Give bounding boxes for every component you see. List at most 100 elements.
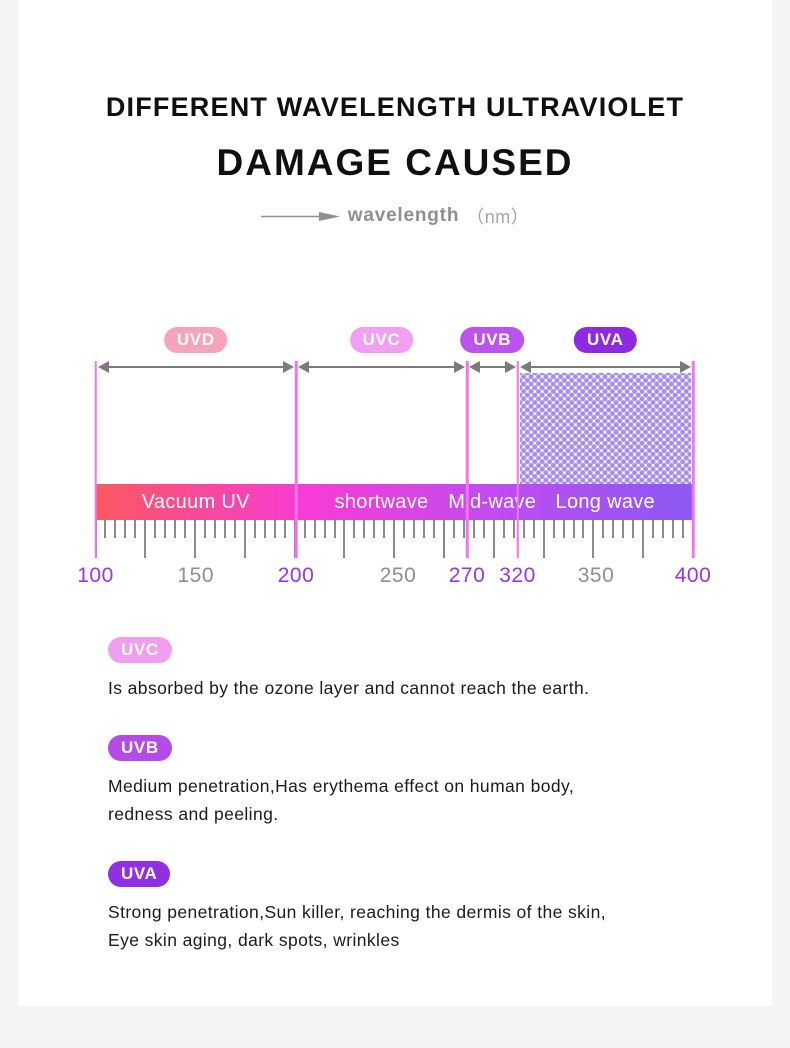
ruler-tick	[423, 520, 426, 538]
ruler-tick	[134, 520, 137, 538]
band-badge-uvc: UVC	[349, 327, 414, 353]
bar-label-uvc: shortwave	[334, 491, 429, 513]
ruler-tick	[293, 520, 296, 558]
spectrum-bar	[95, 484, 693, 520]
boundary-line-100nm	[94, 361, 97, 558]
band-badge-uvb: UVB	[460, 327, 525, 353]
ruler-tick	[602, 520, 605, 538]
axis-number-150: 150	[177, 564, 215, 587]
ruler-tick	[174, 520, 177, 538]
ruler-tick	[214, 520, 216, 538]
ruler-tick	[592, 520, 595, 558]
ruler-tick	[363, 520, 366, 538]
ruler-tick	[253, 520, 256, 538]
ruler-tick	[492, 520, 495, 558]
ruler-tick	[642, 520, 645, 558]
descriptions-list: UVC Is absorbed by the ozone layer and ca…	[108, 637, 748, 987]
ruler-tick	[522, 520, 525, 538]
ruler-tick	[393, 520, 396, 558]
axis-number-320: 320	[499, 564, 536, 587]
ruler-tick	[622, 520, 625, 538]
desc-text-uvc-line1: Is absorbed by the ozone layer and canno…	[108, 678, 590, 698]
ruler-tick	[283, 520, 286, 538]
ruler-tick	[413, 520, 416, 538]
ruler-tick	[562, 520, 565, 538]
boundary-line-320nm	[516, 361, 519, 558]
band-badge-uva: UVA	[574, 327, 637, 353]
bar-label-uvb: Mid-wave	[448, 491, 537, 513]
ruler-tick	[144, 520, 147, 558]
ruler-tick	[243, 520, 246, 558]
range-arrow-uvc	[298, 361, 465, 373]
ruler-tick	[482, 520, 485, 538]
wavelength-unit: （nm）	[466, 207, 530, 227]
range-arrow-uva	[519, 361, 691, 373]
boundary-line-270nm	[465, 361, 469, 558]
ruler-tick	[164, 520, 167, 538]
wavelength-label: wavelength	[347, 205, 460, 226]
page-title-line1: DIFFERENT WAVELENGTH ULTRAVIOLET	[105, 92, 685, 122]
ruler-tick	[612, 520, 615, 538]
desc-badge-uvb: UVB	[108, 735, 172, 761]
ruler-tick	[433, 520, 436, 538]
ruler-tick	[582, 520, 585, 538]
desc-section-uvb: UVB Medium penetration,Has erythema effec…	[108, 735, 748, 828]
ruler-tick	[233, 520, 236, 538]
ruler-tick	[104, 520, 107, 538]
bar-label-uvd: Vacuum UV	[141, 491, 250, 513]
ruler-tick	[532, 520, 535, 538]
uva-dot-pattern	[519, 373, 691, 484]
axis-number-350: 350	[577, 564, 615, 587]
ruler-tick	[542, 520, 545, 558]
ruler-tick	[323, 520, 326, 538]
wavelength-caption: wavelength （nm）	[18, 203, 772, 229]
ruler-tick	[333, 520, 336, 538]
bar-label-uva: Long wave	[555, 491, 655, 513]
page-title-line2: DAMAGE CAUSED	[216, 142, 574, 183]
boundary-line-400nm	[691, 361, 695, 558]
desc-text-uva-line2: Eye skin aging, dark spots, wrinkles	[108, 930, 400, 950]
ruler-tick	[472, 520, 475, 538]
ruler-tick	[114, 520, 117, 538]
range-arrow-uvb	[469, 361, 515, 373]
ruler-tick	[204, 520, 207, 538]
ruler-tick	[443, 520, 446, 558]
ruler-tick	[403, 520, 406, 538]
band-badge-uvd: UVD	[163, 327, 228, 353]
axis-number-200: 200	[277, 564, 315, 587]
ruler-tick	[124, 520, 127, 538]
ruler-tick	[313, 520, 316, 538]
ruler-tick	[263, 520, 266, 538]
ruler-tick	[184, 520, 187, 538]
ruler-tick	[303, 520, 306, 538]
axis-number-100: 100	[77, 564, 114, 587]
range-arrow-uvd	[97, 361, 294, 373]
ruler-tick	[632, 520, 635, 538]
ruler-tick	[353, 520, 356, 538]
ruler-tick	[343, 520, 346, 558]
ruler-tick	[682, 520, 685, 538]
desc-section-uva: UVA Strong penetration,Sun killer, reachi…	[108, 861, 748, 954]
desc-text-uva-line1: Strong penetration,Sun killer, reaching …	[108, 902, 606, 922]
ruler-tick	[223, 520, 226, 538]
ruler-tick	[672, 520, 675, 538]
ruler-tick	[572, 520, 575, 538]
ruler-tick	[512, 520, 515, 538]
ruler-tick	[453, 520, 455, 538]
ruler-tick	[383, 520, 386, 538]
desc-badge-uvc: UVC	[108, 637, 172, 663]
ruler-tick	[194, 520, 197, 558]
right-arrow-icon	[260, 211, 340, 221]
desc-section-uvc: UVC Is absorbed by the ozone layer and ca…	[108, 637, 748, 702]
desc-text-uvb-line2: redness and peeling.	[108, 804, 279, 824]
ruler-tick	[552, 520, 555, 538]
desc-badge-uva: UVA	[108, 861, 171, 887]
axis-number-400: 400	[674, 564, 712, 587]
axis-number-270: 270	[448, 564, 486, 587]
ruler-tick	[154, 520, 157, 538]
uv-diagram: UVD Vacuum UV UVC shortwave UVB Mid-wave UVA Lo…	[77, 327, 712, 587]
desc-text-uvb-line1: Medium penetration,Has erythema effect o…	[108, 776, 575, 796]
ruler-tick	[373, 520, 376, 538]
axis-number-250: 250	[379, 564, 417, 587]
